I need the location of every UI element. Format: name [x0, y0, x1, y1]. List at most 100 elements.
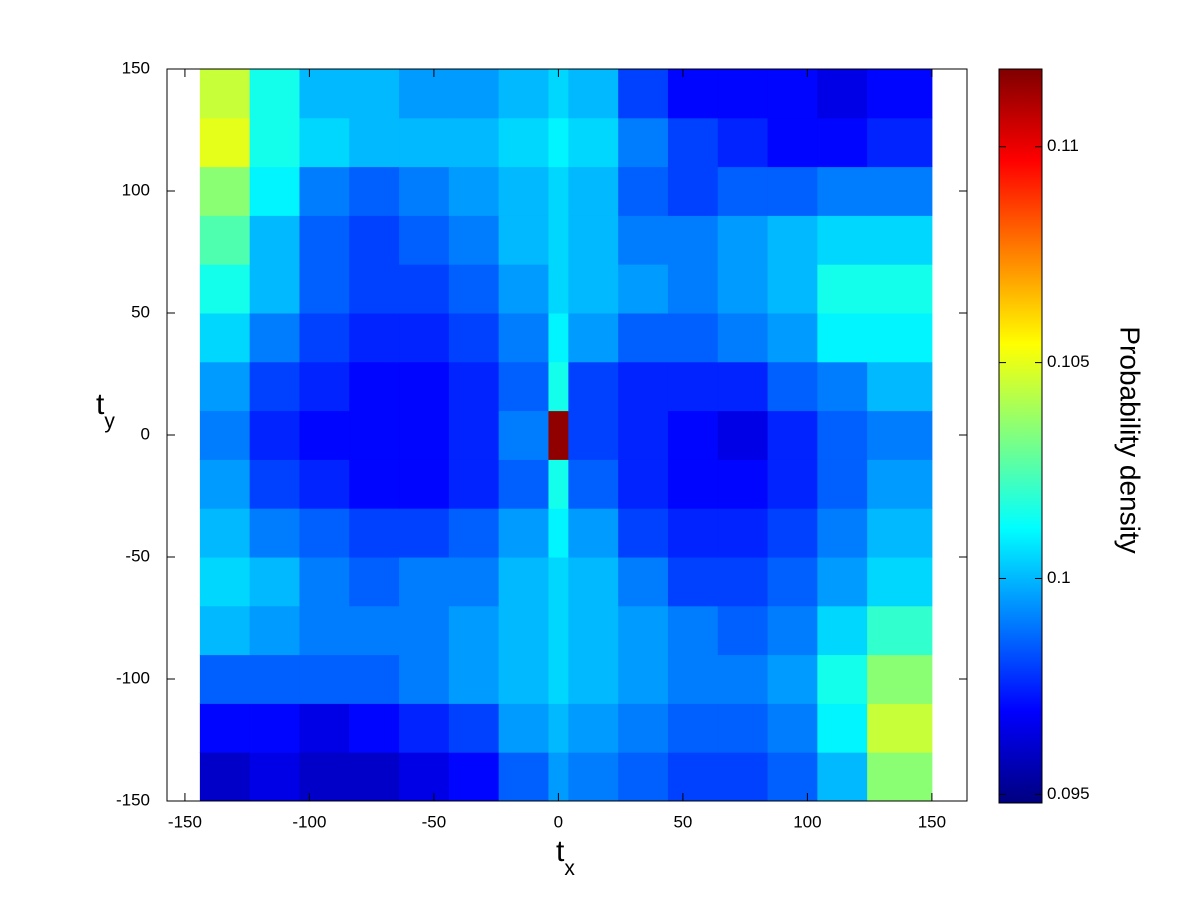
heat-cell [448, 361, 500, 412]
heat-cell [767, 654, 818, 704]
heat-cell [618, 752, 669, 802]
heat-cell [767, 703, 818, 753]
heat-cell [667, 264, 719, 314]
heat-cell [399, 752, 450, 802]
heat-cell [817, 215, 868, 265]
heat-cell [498, 605, 549, 656]
heat-cell [717, 752, 769, 802]
heat-cell [618, 557, 669, 607]
heat-cell [448, 264, 500, 314]
heat-cell [249, 508, 300, 558]
heat-cell [817, 313, 868, 363]
heat-cell [199, 117, 251, 168]
heat-cell [299, 410, 350, 460]
heat-cell [399, 69, 450, 119]
colorbar-tick-label: 0.105 [1047, 352, 1090, 371]
heat-cell [817, 69, 868, 119]
heat-cell [399, 654, 450, 704]
heat-cell [199, 313, 251, 363]
heat-cell [199, 557, 251, 607]
heat-cell [199, 410, 251, 460]
heat-cell [399, 264, 450, 314]
heat-cell [568, 361, 619, 412]
heat-cell [667, 557, 719, 607]
heat-cell [498, 117, 549, 168]
heat-cell [767, 313, 818, 363]
heat-cell [717, 166, 769, 216]
heat-cell [817, 557, 868, 607]
heat-cell [667, 654, 719, 704]
heat-cell [867, 654, 933, 704]
heat-cell [667, 459, 719, 509]
colorbar [998, 68, 1043, 804]
heat-cell [299, 703, 350, 753]
heat-cell [399, 166, 450, 216]
heat-cell [548, 605, 569, 656]
heat-cell [399, 215, 450, 265]
heat-cell [867, 215, 933, 265]
heat-cell [667, 361, 719, 412]
heat-cell [399, 117, 450, 168]
heat-cell [548, 459, 569, 509]
heat-cell [548, 215, 569, 265]
heat-cell [199, 361, 251, 412]
heat-cell [448, 508, 500, 558]
y-tick-label: 100 [122, 180, 150, 199]
heat-cell [399, 605, 450, 656]
heat-cell [867, 557, 933, 607]
heat-cell [498, 215, 549, 265]
heat-cell [618, 117, 669, 168]
x-tick-label: -100 [292, 812, 326, 831]
heat-cell [667, 410, 719, 460]
heat-cell [767, 508, 818, 558]
colorbar-tick-label: 0.1 [1047, 568, 1071, 587]
heat-cell [498, 654, 549, 704]
heat-cell [817, 361, 868, 412]
heatmap [199, 69, 933, 802]
heat-cell [249, 313, 300, 363]
heat-cell [548, 654, 569, 704]
heat-cell [448, 166, 500, 216]
heat-cell [568, 508, 619, 558]
heat-cell [299, 361, 350, 412]
heat-cell [249, 361, 300, 412]
heat-cell [299, 69, 350, 119]
heat-cell [399, 410, 450, 460]
heat-cell [817, 605, 868, 656]
heat-cell [618, 313, 669, 363]
x-axis-label: tx [556, 835, 575, 880]
heat-cell [867, 410, 933, 460]
heat-cell [548, 313, 569, 363]
heat-cell [618, 654, 669, 704]
axes: -150 -100 -50 0 50 100 150 -150 -100 -50 0 50 100 150… [96, 58, 1146, 879]
heat-cell [568, 313, 619, 363]
y-tick-label: -100 [116, 668, 150, 687]
heat-cell [867, 605, 933, 656]
heat-cell [399, 459, 450, 509]
heat-cell [568, 654, 619, 704]
heat-cell [717, 69, 769, 119]
heat-cell [618, 69, 669, 119]
y-axis-label: ty [96, 388, 115, 433]
heat-cell [548, 703, 569, 753]
heat-cell [817, 166, 868, 216]
heat-cell [249, 459, 300, 509]
y-tick-label: -150 [116, 790, 150, 809]
heat-cell [767, 264, 818, 314]
heat-cell [498, 508, 549, 558]
x-tick-label: -50 [422, 812, 447, 831]
heat-cell [349, 264, 400, 314]
heat-cell [767, 752, 818, 802]
heat-cell [349, 215, 400, 265]
heat-cell [548, 557, 569, 607]
heat-cell [568, 69, 619, 119]
heat-cell [199, 703, 251, 753]
x-tick-label: 50 [673, 812, 692, 831]
heat-cell [199, 69, 251, 119]
heat-cell [498, 313, 549, 363]
heat-cell [299, 654, 350, 704]
heat-cell [498, 69, 549, 119]
heat-cell [448, 215, 500, 265]
heat-cell [568, 557, 619, 607]
y-tick-label: 150 [122, 58, 150, 77]
